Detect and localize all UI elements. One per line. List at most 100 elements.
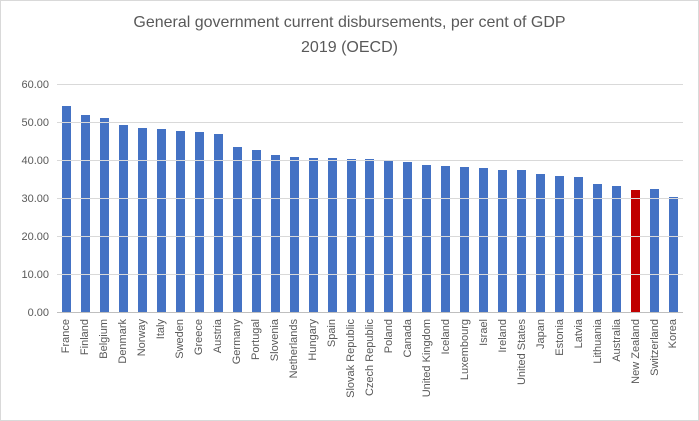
bar-slot-canada [398,85,417,313]
x-label-iceland: Iceland [439,319,452,355]
x-label-korea: Korea [667,319,680,349]
x-label-latvia: Latvia [572,319,585,349]
x-label-poland: Poland [382,319,395,354]
x-slot-germany: Germany [228,319,247,419]
x-label-greece: Greece [193,319,206,356]
bar-netherlands [289,157,299,313]
bar-lithuania [593,184,603,313]
x-slot-luxembourg: Luxembourg [455,319,474,419]
x-axis-line [57,312,683,313]
bar-hungary [308,158,318,313]
x-slot-czech-republic: Czech Republic [361,319,380,419]
x-slot-new-zealand: New Zealand [626,319,645,419]
gridline-40.00 [57,160,683,161]
x-label-portugal: Portugal [250,319,263,360]
bar-slot-poland [379,85,398,313]
bar-new-zealand [631,190,641,313]
bar-slot-iceland [436,85,455,313]
bar-slot-lithuania [588,85,607,313]
x-slot-greece: Greece [190,319,209,419]
bar-slot-luxembourg [455,85,474,313]
bar-slot-ireland [493,85,512,313]
bar-slot-france [57,85,76,313]
x-slot-israel: Israel [474,319,493,419]
bar-poland [384,161,394,313]
x-slot-united-states: United States [512,319,531,419]
bar-switzerland [650,189,660,313]
bar-latvia [574,177,584,313]
x-slot-france: France [57,319,76,419]
bar-slot-australia [607,85,626,313]
bar-france [61,106,71,313]
bar-slot-belgium [95,85,114,313]
gridline-50.00 [57,122,683,123]
x-slot-netherlands: Netherlands [285,319,304,419]
x-slot-iceland: Iceland [436,319,455,419]
x-slot-switzerland: Switzerland [645,319,664,419]
x-slot-estonia: Estonia [550,319,569,419]
x-label-slovenia: Slovenia [269,319,282,362]
x-slot-japan: Japan [531,319,550,419]
x-slot-ireland: Ireland [493,319,512,419]
bar-united-kingdom [422,165,432,313]
bar-slot-korea [664,85,683,313]
chart-title-line2: 2019 (OECD) [301,39,398,56]
bar-israel [479,168,489,313]
x-label-switzerland: Switzerland [648,319,661,376]
bar-slot-spain [323,85,342,313]
x-slot-latvia: Latvia [569,319,588,419]
bars-row [57,85,683,313]
x-label-luxembourg: Luxembourg [458,319,471,381]
bar-spain [327,158,337,313]
gridline-60.00 [57,84,683,85]
y-tick-label-10.00: 10.00 [21,269,49,281]
bar-slot-israel [474,85,493,313]
y-tick-label-20.00: 20.00 [21,231,49,243]
gridline-10.00 [57,274,683,275]
bar-united-states [517,170,527,313]
x-label-finland: Finland [79,319,92,356]
x-label-sweden: Sweden [174,319,187,359]
x-axis: France Finland Belgium Denmark Norway Italy Sw… [57,319,683,419]
x-slot-united-kingdom: United Kingdom [417,319,436,419]
bar-portugal [251,150,261,313]
x-label-norway: Norway [136,319,149,357]
bar-japan [536,174,546,313]
x-label-belgium: Belgium [98,319,111,359]
bar-norway [137,128,147,313]
bar-slot-austria [209,85,228,313]
gridline-30.00 [57,198,683,199]
x-slot-austria: Austria [209,319,228,419]
x-slot-portugal: Portugal [247,319,266,419]
x-slot-lithuania: Lithuania [588,319,607,419]
x-label-denmark: Denmark [117,319,130,364]
bar-luxembourg [460,167,470,313]
bar-slot-greece [190,85,209,313]
bar-italy [156,129,166,313]
x-label-netherlands: Netherlands [288,319,301,379]
bar-australia [612,186,622,313]
bar-slot-norway [133,85,152,313]
bar-iceland [441,166,451,313]
x-label-estonia: Estonia [553,319,566,356]
bar-finland [80,115,90,313]
x-label-new-zealand: New Zealand [629,319,642,384]
x-slot-belgium: Belgium [95,319,114,419]
x-label-lithuania: Lithuania [591,319,604,364]
bar-slot-switzerland [645,85,664,313]
x-slot-denmark: Denmark [114,319,133,419]
bar-slot-portugal [247,85,266,313]
x-label-france: France [60,319,73,354]
gridline-20.00 [57,236,683,237]
x-slot-slovak-republic: Slovak Republic [342,319,361,419]
bar-slot-sweden [171,85,190,313]
x-label-italy: Italy [155,319,168,340]
chart-title-line1: General government current disbursements… [133,14,566,31]
x-label-czech-republic: Czech Republic [363,319,376,397]
x-label-canada: Canada [401,319,414,358]
bar-slot-united-states [512,85,531,313]
y-tick-label-50.00: 50.00 [21,117,49,129]
x-slot-italy: Italy [152,319,171,419]
bar-slot-slovak-republic [342,85,361,313]
